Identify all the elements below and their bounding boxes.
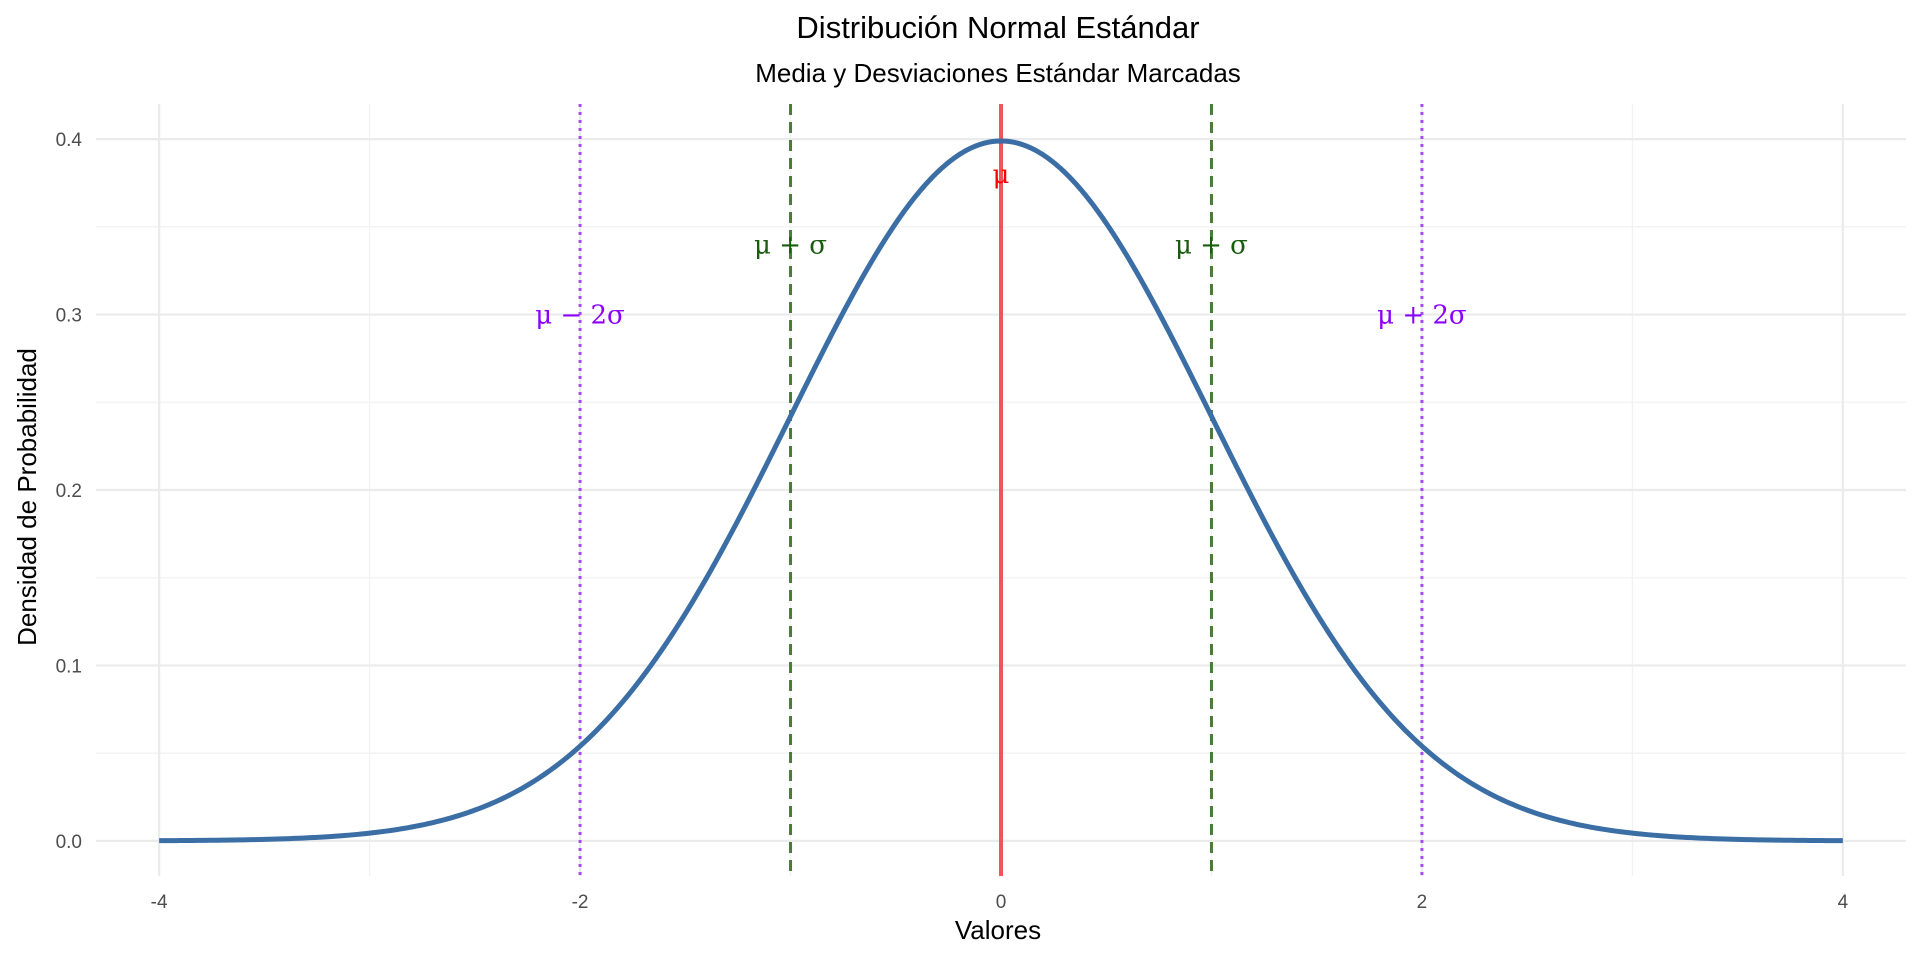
x-tick-label: 2 (1417, 892, 1428, 913)
y-tick-label: 0.3 (56, 306, 82, 327)
y-tick-label: 0.4 (56, 130, 83, 151)
reference-lines (578, 104, 1424, 876)
y-tick-label: 0.2 (56, 481, 82, 502)
x-tick-label: 0 (996, 892, 1007, 913)
x-tick-label: -4 (151, 892, 168, 913)
density-curve (159, 138, 1843, 844)
x-axis-title: Valores (955, 915, 1041, 945)
annotation-minus-2sd: μ − 2σ (535, 301, 625, 331)
annotation-plus-1sd: μ + σ (1175, 230, 1248, 260)
chart-title: Distribución Normal Estándar (796, 10, 1199, 45)
annotation-minus-1sd: μ + σ (754, 230, 827, 260)
y-axis-ticks: 0.0 0.1 0.2 0.3 0.4 (56, 130, 83, 853)
x-tick-label: -2 (572, 892, 589, 913)
x-tick-label: 4 (1838, 892, 1849, 913)
y-tick-label: 0.0 (56, 832, 82, 853)
annotation-plus-2sd: μ + 2σ (1377, 301, 1467, 331)
y-axis-title: Densidad de Probabilidad (12, 348, 42, 646)
series-layer (159, 138, 1843, 844)
annotation-mean: μ (993, 160, 1010, 190)
x-axis-ticks: -4 -2 0 2 4 (151, 892, 1849, 913)
chart-subtitle: Media y Desviaciones Estándar Marcadas (755, 58, 1241, 88)
annotations: μ μ + σ μ + σ μ − 2σ μ + 2σ (535, 160, 1466, 330)
y-tick-label: 0.1 (56, 656, 82, 677)
